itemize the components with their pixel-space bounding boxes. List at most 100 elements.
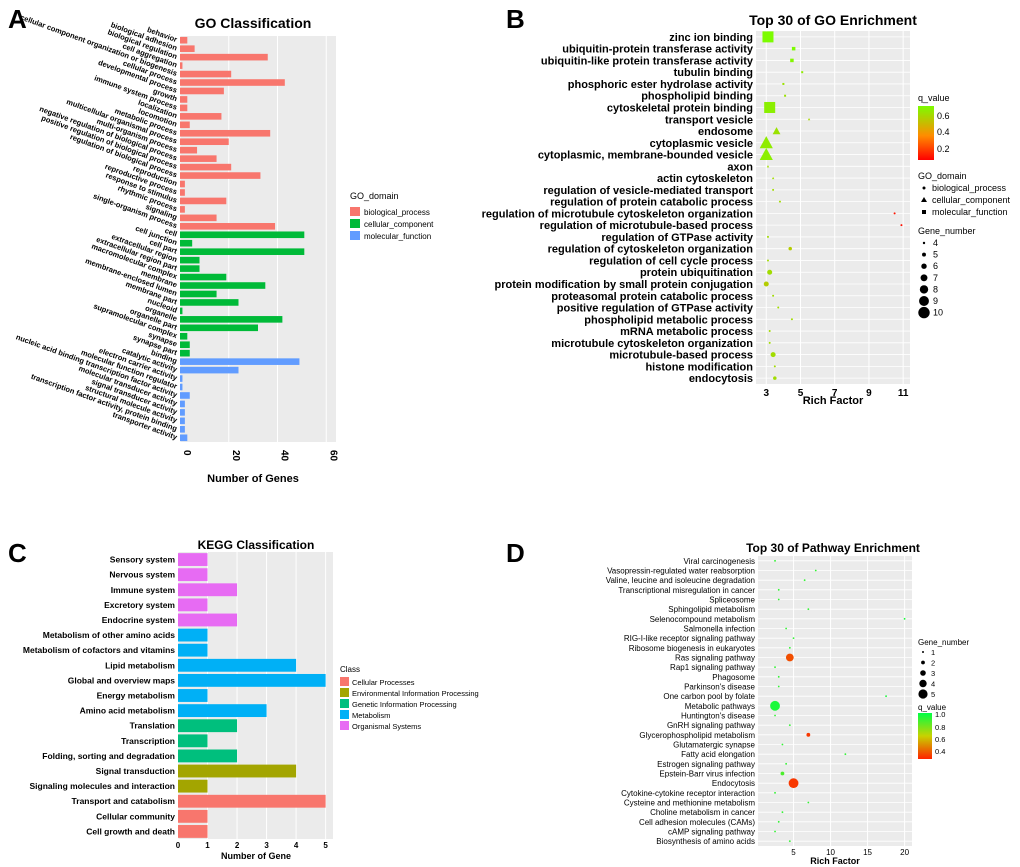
c-bar	[178, 613, 238, 627]
b-point	[893, 212, 896, 215]
c-bar	[178, 598, 208, 612]
d-point	[781, 811, 784, 814]
b-size-key	[919, 296, 929, 306]
d-size-key	[922, 651, 924, 653]
a-bar	[180, 45, 195, 52]
d-category-label: Cysteine and methionine metabolism	[624, 799, 756, 808]
a-bar	[180, 341, 190, 349]
b-size-key	[922, 252, 926, 257]
a-bar	[180, 138, 229, 146]
a-bar	[180, 197, 227, 205]
b-category-label: tubulin binding	[674, 67, 753, 79]
chart-d-q-legend-title: q_value	[918, 703, 947, 712]
b-category-label: phospholipid metabolic process	[584, 314, 753, 326]
d-point	[885, 695, 887, 698]
b-category-label: regulation of microtubule cytoskeleton o…	[482, 208, 754, 220]
c-legend-label: Organismal Systems	[352, 722, 421, 731]
a-bar	[180, 358, 300, 365]
d-point	[788, 724, 791, 727]
d-category-label: Epstein-Barr virus infection	[659, 770, 755, 779]
b-x-tick: 3	[763, 388, 769, 399]
c-legend-swatch	[340, 688, 349, 697]
b-size-key	[922, 241, 926, 245]
d-point	[777, 588, 780, 591]
c-bar	[178, 779, 208, 793]
b-point	[771, 176, 775, 180]
d-point	[777, 675, 780, 678]
chart-d-size-legend-title: Gene_number	[918, 638, 969, 647]
b-shape-label: molecular_function	[932, 207, 1008, 217]
b-point	[773, 365, 776, 368]
c-bar	[178, 825, 208, 838]
c-bar	[178, 764, 297, 778]
d-q-tick: 0.4	[935, 747, 945, 756]
a-bar	[180, 256, 200, 264]
d-point	[788, 840, 791, 843]
b-shape-key	[921, 197, 927, 202]
d-q-tick: 0.8	[935, 723, 945, 732]
b-category-label: protein modification by small protein co…	[494, 279, 753, 291]
b-point	[772, 127, 781, 135]
b-size-label: 9	[933, 296, 938, 306]
d-size-key	[918, 689, 928, 699]
d-point	[814, 569, 817, 572]
c-legend-swatch	[340, 721, 349, 730]
b-category-label: actin cytoskeleton	[657, 173, 753, 185]
b-point	[759, 147, 773, 161]
a-x-tick: 0	[181, 450, 192, 456]
b-category-label: cytoskeletal protein binding	[607, 102, 753, 114]
a-bar	[180, 223, 276, 230]
b-category-label: positive regulation of GTPase activity	[557, 303, 754, 315]
d-point	[785, 653, 794, 662]
chart-a-plot-area	[180, 36, 336, 442]
b-q-tick: 0.4	[937, 127, 950, 137]
panel-label-a: A	[8, 4, 27, 34]
c-category-label: Translation	[130, 721, 175, 731]
b-category-label: endocytosis	[689, 373, 753, 385]
d-point	[777, 598, 780, 601]
b-size-key	[918, 306, 930, 319]
d-category-label: Salmonella infection	[683, 625, 755, 634]
d-size-key	[919, 679, 927, 688]
d-category-label: Fatty acid elongation	[681, 750, 755, 759]
d-point	[774, 666, 776, 669]
b-size-label: 6	[933, 261, 938, 271]
d-size-key	[920, 670, 926, 676]
a-bar	[180, 299, 239, 306]
a-bar	[180, 383, 183, 391]
d-category-label: Estrogen signaling pathway	[657, 760, 755, 769]
a-bar	[180, 129, 271, 137]
c-category-label: Signaling molecules and interaction	[30, 781, 175, 791]
b-size-label: 5	[933, 250, 938, 260]
b-category-label: transport vesicle	[665, 114, 753, 126]
a-category-label: cell	[164, 226, 179, 239]
b-category-label: microtubule-based process	[609, 350, 753, 362]
b-point	[762, 31, 774, 43]
d-point	[780, 771, 785, 776]
chart-b-q-gradient	[918, 106, 934, 160]
c-bar	[178, 704, 267, 718]
pathway-enrichment-chart: Top 30 of Pathway Enrichment Viral carci…	[606, 541, 970, 866]
b-q-tick: 0.6	[937, 111, 950, 121]
b-size-key	[919, 285, 929, 294]
d-x-tick: 15	[863, 848, 872, 857]
d-point	[774, 559, 776, 562]
a-bar	[180, 180, 185, 188]
b-point	[772, 294, 775, 297]
b-shape-key	[922, 210, 926, 214]
a-bar	[180, 248, 305, 255]
a-bar	[180, 324, 258, 332]
d-category-label: One carbon pool by folate	[663, 692, 755, 701]
b-category-label: histone modification	[645, 361, 753, 373]
d-point	[777, 685, 780, 688]
b-category-label: microtubule cytoskeleton organization	[551, 338, 753, 350]
c-legend-label: Environmental Information Processing	[352, 689, 479, 698]
d-category-label: Cell adhesion molecules (CAMs)	[639, 818, 755, 827]
c-category-label: Sensory system	[110, 555, 176, 565]
chart-b-xlabel: Rich Factor	[803, 395, 864, 407]
b-category-label: phosphoric ester hydrolase activity	[568, 79, 754, 91]
a-bar	[180, 375, 183, 382]
d-category-label: Selenocompound metabolism	[650, 615, 756, 624]
d-x-tick: 10	[826, 848, 835, 857]
d-x-tick: 20	[900, 848, 909, 857]
